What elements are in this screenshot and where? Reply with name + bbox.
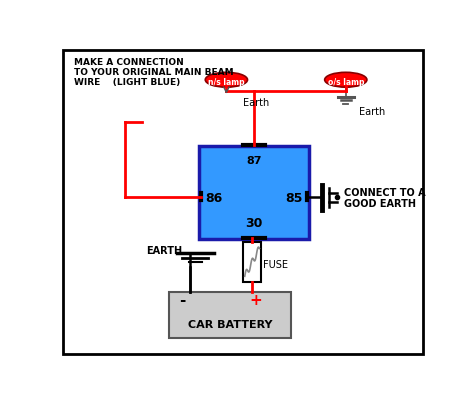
Text: CAR BATTERY: CAR BATTERY bbox=[188, 320, 273, 330]
Bar bbox=[243, 243, 261, 283]
Text: Earth: Earth bbox=[243, 98, 269, 108]
Text: 85: 85 bbox=[286, 191, 303, 205]
Text: 87: 87 bbox=[246, 156, 262, 166]
Text: 86: 86 bbox=[205, 191, 222, 205]
Text: CONNECT TO A
GOOD EARTH: CONNECT TO A GOOD EARTH bbox=[344, 187, 426, 209]
Text: o/s lamp: o/s lamp bbox=[328, 78, 364, 87]
Text: MAKE A CONNECTION
TO YOUR ORIGINAL MAIN BEAM
WIRE    (LIGHT BLUE): MAKE A CONNECTION TO YOUR ORIGINAL MAIN … bbox=[74, 57, 234, 87]
Ellipse shape bbox=[325, 73, 367, 88]
Text: FUSE: FUSE bbox=[263, 259, 288, 269]
Text: -: - bbox=[179, 292, 185, 307]
Text: 30: 30 bbox=[245, 216, 263, 229]
Bar bbox=[199, 147, 309, 239]
Text: n/s lamp: n/s lamp bbox=[208, 78, 245, 87]
Text: +: + bbox=[249, 292, 262, 307]
Bar bbox=[169, 292, 291, 338]
Ellipse shape bbox=[205, 73, 247, 88]
Text: EARTH: EARTH bbox=[146, 245, 182, 255]
Text: Earth: Earth bbox=[359, 107, 385, 117]
